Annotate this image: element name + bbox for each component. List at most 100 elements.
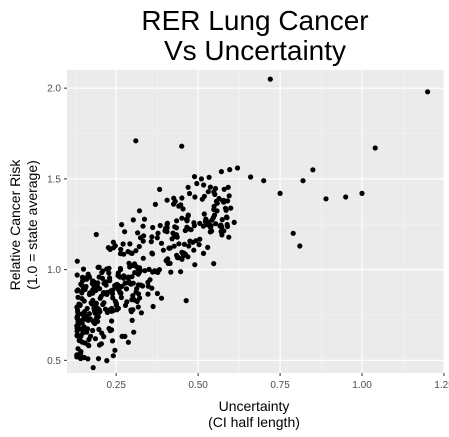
data-point — [76, 337, 82, 344]
data-point — [99, 275, 106, 281]
data-point — [152, 201, 158, 207]
data-point — [79, 320, 85, 326]
data-point — [92, 336, 98, 342]
data-point — [216, 195, 222, 202]
data-point — [130, 293, 136, 299]
data-point — [140, 255, 146, 261]
y-axis-title-line-2: (1.0 = state average) — [24, 160, 40, 290]
data-point — [359, 190, 365, 196]
data-point — [134, 286, 140, 292]
data-point — [343, 194, 349, 200]
x-tick-label: 0.50 — [188, 380, 208, 391]
data-point — [135, 230, 141, 236]
data-point — [133, 138, 139, 144]
data-point — [118, 246, 124, 252]
data-point — [221, 228, 227, 234]
data-point — [75, 287, 81, 293]
data-point — [184, 217, 190, 223]
data-point — [123, 286, 130, 292]
data-point — [425, 89, 431, 95]
data-point — [149, 234, 155, 240]
data-point — [90, 365, 96, 371]
data-point — [277, 190, 283, 196]
data-point — [108, 288, 114, 294]
data-point — [261, 178, 267, 184]
data-point — [133, 248, 139, 254]
data-point — [91, 279, 97, 285]
data-point — [226, 193, 232, 199]
data-point — [297, 243, 303, 249]
data-point — [95, 314, 101, 320]
data-point — [74, 272, 80, 278]
plot-panel — [67, 70, 444, 373]
data-point — [86, 274, 92, 280]
data-point — [81, 312, 87, 318]
data-point — [166, 245, 172, 251]
data-point — [129, 297, 135, 303]
data-point — [87, 316, 93, 322]
data-point — [106, 270, 112, 276]
data-point — [135, 291, 142, 297]
data-point — [94, 284, 101, 290]
data-point — [219, 232, 225, 238]
x-tick-label: 0.75 — [270, 380, 290, 391]
data-point — [96, 264, 102, 270]
data-point — [197, 236, 203, 242]
data-point — [185, 254, 191, 260]
data-point — [163, 258, 169, 264]
data-point — [267, 76, 273, 82]
data-point — [88, 300, 94, 306]
data-point — [96, 326, 102, 332]
data-point — [179, 215, 185, 221]
data-point — [136, 243, 142, 250]
chart-title-line-1: RER Lung Cancer — [141, 5, 368, 36]
data-point — [82, 286, 88, 292]
data-point — [221, 186, 227, 192]
data-point — [179, 256, 185, 262]
data-point — [192, 194, 198, 200]
data-point — [185, 213, 191, 219]
y-axis-ticks: 0.5 1.0 1.5 2.0 — [47, 84, 67, 367]
data-point — [109, 318, 115, 324]
data-point — [219, 217, 225, 223]
data-point — [145, 279, 151, 285]
data-point — [150, 224, 156, 231]
data-point — [122, 302, 129, 308]
data-point — [209, 217, 215, 223]
data-point — [141, 233, 147, 239]
data-point — [122, 229, 128, 235]
data-point — [211, 203, 217, 209]
data-point — [158, 295, 165, 301]
data-point — [141, 216, 148, 222]
data-point — [98, 293, 104, 299]
data-point — [126, 280, 132, 286]
data-point — [191, 247, 197, 253]
data-point — [227, 167, 233, 173]
data-point — [224, 221, 230, 228]
data-point — [149, 285, 155, 291]
data-point — [142, 268, 148, 274]
data-point — [93, 231, 99, 238]
data-point — [164, 197, 170, 203]
x-axis-title-line-2: (CI half length) — [208, 414, 300, 430]
data-point — [148, 239, 154, 245]
grid — [67, 70, 445, 373]
data-point — [160, 247, 166, 253]
data-point — [107, 307, 113, 313]
data-point — [185, 184, 191, 190]
data-point — [102, 306, 109, 312]
data-point — [225, 198, 231, 204]
data-point — [131, 261, 138, 267]
data-point — [186, 243, 192, 249]
data-point — [80, 266, 87, 272]
data-point — [211, 261, 217, 267]
data-point — [202, 218, 208, 225]
data-point — [180, 206, 186, 212]
data-point — [137, 267, 143, 273]
data-point — [122, 280, 128, 286]
data-point — [103, 279, 109, 285]
data-point — [130, 307, 136, 313]
data-point — [119, 222, 125, 228]
data-point — [127, 241, 133, 247]
